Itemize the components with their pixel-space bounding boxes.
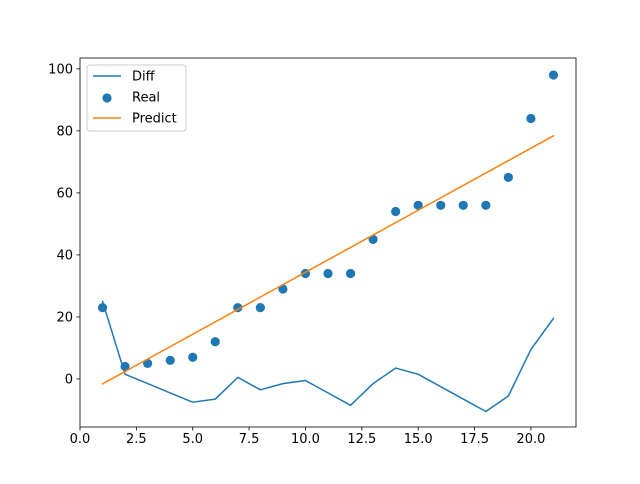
legend: Diff Real Predict: [86, 64, 187, 132]
legend-label-real: Real: [132, 91, 160, 106]
x-tick-label: 12.5: [347, 432, 376, 447]
y-tick-label: 20: [56, 310, 73, 325]
scatter-point-real: [188, 352, 198, 362]
series-line-diff: [101, 300, 555, 413]
scatter-point-real: [391, 206, 401, 217]
x-tick-label: 20.0: [516, 432, 545, 447]
scatter-point-real: [481, 200, 491, 210]
axes-frame: [79, 57, 577, 428]
y-tick-label: 80: [56, 124, 73, 139]
series-line-predict: [101, 134, 555, 385]
scatter-point-real: [255, 303, 265, 313]
scatter-point-real: [210, 337, 220, 347]
x-tick-label: 0.0: [70, 432, 91, 447]
scatter-point-real: [436, 200, 446, 210]
y-tick-label: 100: [48, 62, 73, 77]
axes: 0.0 2.5 5.0 7.5 10.0 12.5 15.0 17.5 20.0 0 20 40 60 8…: [48, 57, 577, 447]
y-tick-label: 0: [65, 372, 73, 387]
legend-label-predict: Predict: [132, 112, 177, 127]
scatter-point-real: [458, 200, 468, 210]
scatter-point-real: [323, 268, 333, 279]
scatter-point-real: [165, 355, 175, 365]
scatter-point-real: [413, 200, 423, 210]
scatter-point-real: [345, 268, 356, 279]
scatter-point-real: [120, 361, 130, 372]
scatter-point-real: [548, 70, 559, 80]
scatter-point-real: [526, 113, 536, 124]
y-tick-label: 40: [56, 248, 73, 263]
legend-label-diff: Diff: [132, 70, 156, 85]
x-tick-label: 2.5: [126, 432, 147, 447]
scatter-point-real: [97, 303, 108, 313]
x-tick-label: 5.0: [182, 432, 203, 447]
plot-area: [97, 70, 559, 413]
x-tick-label: 10.0: [291, 432, 320, 447]
y-tick-label: 60: [56, 186, 73, 201]
scatter-point-real: [503, 172, 513, 182]
x-tick-label: 15.0: [404, 432, 433, 447]
x-tick-label: 17.5: [460, 432, 489, 447]
x-tick-label: 7.5: [239, 432, 260, 447]
legend-box: [86, 64, 187, 132]
legend-swatch-real: [102, 93, 112, 103]
